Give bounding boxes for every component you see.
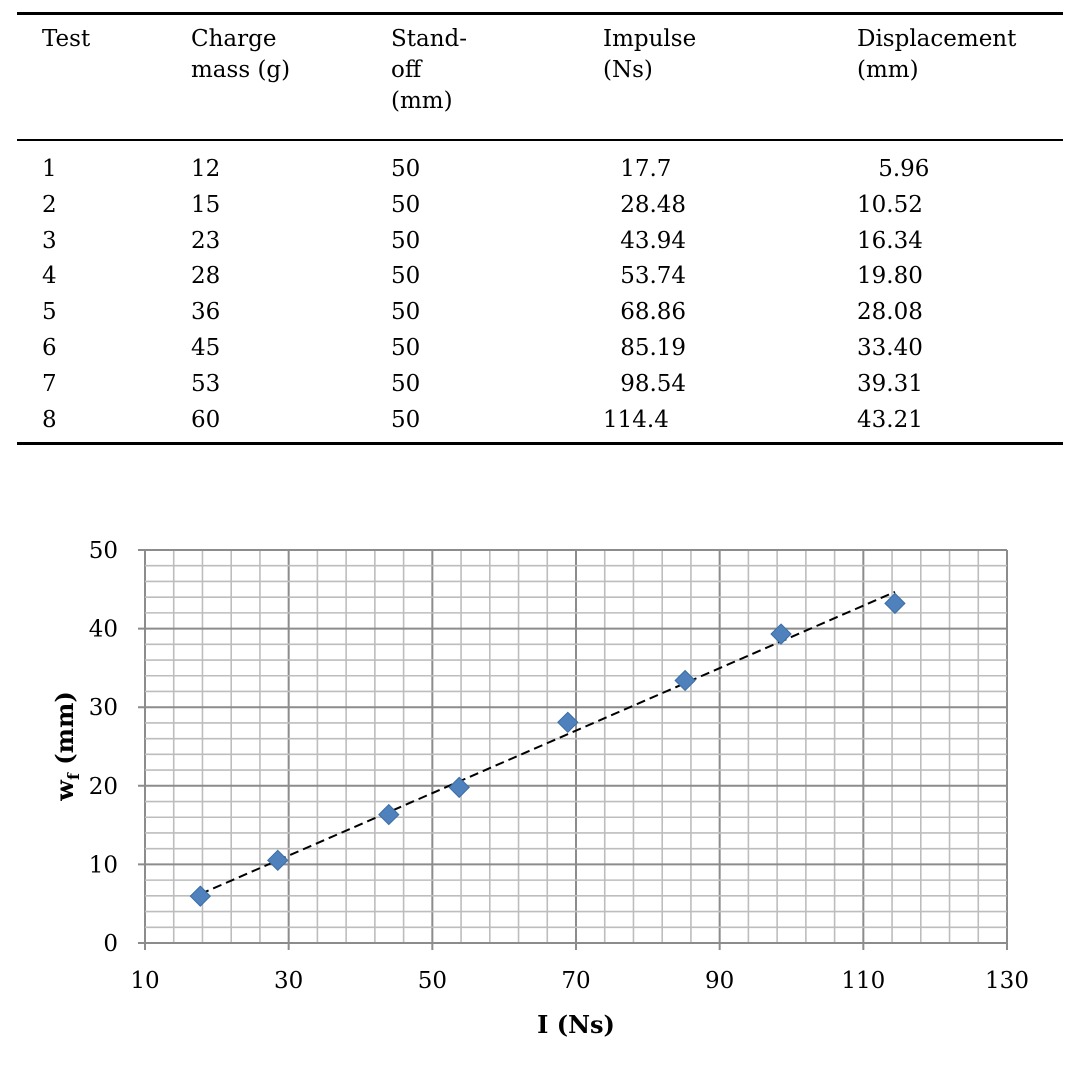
table-cell: 50 bbox=[391, 299, 421, 326]
column-header: Impulse (Ns) bbox=[603, 26, 697, 83]
table-cell: 5.96 bbox=[878, 156, 930, 182]
table-cell: 6 bbox=[42, 335, 57, 361]
table-cell: 5 bbox=[42, 299, 57, 326]
table-cell: 39.31 bbox=[857, 370, 923, 397]
data-point bbox=[674, 669, 696, 692]
x-tick-label: 110 bbox=[841, 968, 885, 994]
table-cell: 45 bbox=[191, 335, 221, 361]
data-point bbox=[770, 623, 792, 645]
table-cell: 23 bbox=[191, 227, 221, 254]
table-cell: 17.7 bbox=[620, 156, 672, 182]
x-tick-label: 70 bbox=[561, 968, 590, 994]
table-cell: 36 bbox=[191, 299, 221, 326]
table-cell: 4 bbox=[42, 263, 57, 290]
table-cell: 98.54 bbox=[620, 370, 687, 397]
table-row: 2 15 50 28.48 10.52 bbox=[17, 192, 1063, 228]
table-cell: 50 bbox=[391, 191, 421, 218]
table-cell: 60 bbox=[191, 406, 221, 433]
table-cell: 28.08 bbox=[857, 299, 923, 326]
table-cell: 7 bbox=[42, 370, 57, 397]
table-cell: 8 bbox=[42, 406, 57, 433]
column-header: Stand- off (mm) bbox=[391, 26, 468, 114]
column-header: Displacement (mm) bbox=[857, 26, 1017, 83]
table-cell: 3 bbox=[42, 227, 57, 254]
x-tick-label: 30 bbox=[274, 968, 303, 994]
table-row: 1 12 50 17.7 5.96 bbox=[17, 156, 1063, 192]
y-tick-label: 30 bbox=[89, 695, 118, 721]
data-point bbox=[267, 849, 289, 872]
table-cell: 43.94 bbox=[620, 227, 687, 254]
table-cell: 50 bbox=[391, 263, 421, 290]
table-cell: 43.21 bbox=[857, 406, 923, 433]
x-axis-label: I (Ns) bbox=[537, 1010, 615, 1039]
table-cell: 12 bbox=[191, 156, 221, 182]
column-header: Test bbox=[42, 26, 91, 52]
y-tick-label: 50 bbox=[89, 538, 118, 564]
x-tick-label: 10 bbox=[130, 968, 159, 994]
data-point bbox=[378, 803, 400, 826]
x-tick-label: 50 bbox=[418, 968, 447, 994]
data-point bbox=[189, 885, 212, 907]
table-cell: 28 bbox=[191, 263, 221, 290]
trendline bbox=[199, 590, 896, 895]
table-cell: 53.74 bbox=[620, 263, 687, 290]
table-cell: 50 bbox=[391, 227, 421, 254]
table-cell: 33.40 bbox=[857, 335, 923, 361]
table-cell: 28.48 bbox=[620, 191, 687, 218]
x-tick-label: 130 bbox=[985, 968, 1029, 994]
data-point bbox=[557, 711, 579, 733]
table-header-rule bbox=[17, 139, 1063, 141]
table-cell: 19.80 bbox=[857, 263, 923, 290]
table-cell: 50 bbox=[391, 406, 421, 433]
table-row: 3 23 50 43.94 16.34 bbox=[17, 228, 1063, 264]
table-row: 5 36 50 68.86 28.08 bbox=[17, 299, 1063, 335]
table-cell: 68.86 bbox=[620, 299, 687, 326]
data-point bbox=[448, 776, 470, 799]
column-header: Charge mass (g) bbox=[191, 26, 291, 83]
table-cell: 2 bbox=[42, 191, 57, 218]
table-row: 6 45 50 85.19 33.40 bbox=[17, 335, 1063, 371]
table-top-rule bbox=[17, 12, 1063, 15]
table-cell: 50 bbox=[391, 370, 421, 397]
table-bottom-rule bbox=[17, 442, 1063, 445]
table-row: 4 28 50 53.74 19.80 bbox=[17, 263, 1063, 299]
table-cell: 10.52 bbox=[857, 191, 923, 218]
y-tick-label: 20 bbox=[89, 774, 118, 800]
y-tick-label: 0 bbox=[103, 931, 118, 957]
y-tick-label: 40 bbox=[89, 617, 118, 643]
table-cell: 16.34 bbox=[857, 227, 923, 254]
data-point bbox=[884, 592, 906, 615]
table-cell: 114.4 bbox=[603, 406, 669, 433]
table-cell: 50 bbox=[391, 156, 421, 182]
y-tick-label: 10 bbox=[89, 852, 118, 878]
table-cell: 1 bbox=[42, 156, 57, 182]
table-cell: 53 bbox=[191, 370, 221, 397]
table-cell: 50 bbox=[391, 335, 421, 361]
table-cell: 85.19 bbox=[620, 335, 687, 361]
table-cell: 15 bbox=[191, 191, 221, 218]
table-row: 8 60 50 114.4 43.21 bbox=[17, 407, 1063, 443]
x-tick-label: 90 bbox=[705, 968, 734, 994]
table-row: 7 53 50 98.54 39.31 bbox=[17, 371, 1063, 407]
y-axis-label: wf (mm) bbox=[50, 691, 83, 801]
